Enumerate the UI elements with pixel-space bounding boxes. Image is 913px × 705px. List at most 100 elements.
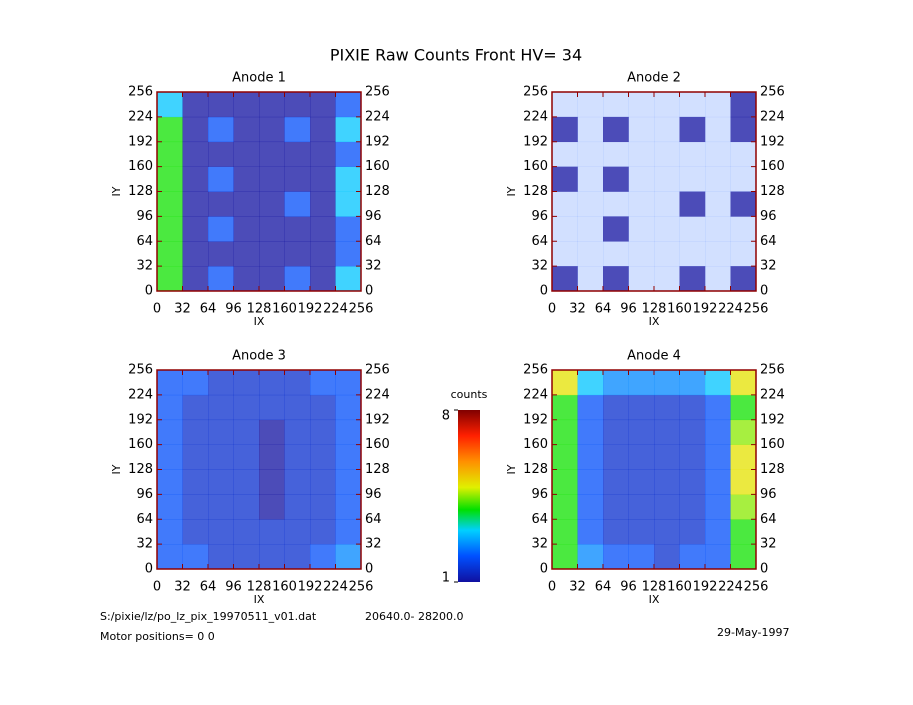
x-tick-label: 160 [667, 580, 692, 595]
heat-cell [208, 419, 234, 445]
heat-cell [310, 469, 336, 495]
x-tick-label: 256 [744, 580, 769, 595]
x-tick-label: 96 [620, 580, 637, 595]
panel-title: Anode 4 [627, 349, 681, 364]
heat-cell [182, 166, 209, 192]
heat-cell [157, 241, 183, 267]
heat-cell [730, 116, 757, 143]
heat-cell [259, 266, 285, 292]
heat-cell [654, 216, 680, 242]
heat-cell [284, 92, 311, 118]
date: 29-May-1997 [717, 626, 789, 639]
heat-cell [603, 166, 629, 192]
heat-cell [603, 544, 629, 570]
colorbar-tick-label: 8 [442, 409, 450, 424]
heat-cell [284, 444, 311, 470]
heat-cell [284, 370, 311, 396]
heat-cell [679, 191, 706, 217]
x-tick-label: 128 [642, 580, 667, 595]
heat-cell [233, 469, 260, 495]
heat-cell [628, 241, 655, 267]
heat-cell [654, 544, 680, 570]
y-tick-label: 0 [145, 562, 153, 577]
heat-cell [284, 544, 311, 570]
heat-cell [335, 544, 362, 570]
y-tick-label: 32 [531, 537, 548, 552]
heat-cell [679, 394, 706, 421]
heat-cell [233, 370, 260, 396]
heat-cell [730, 444, 757, 470]
heat-cell [603, 494, 629, 520]
y-tick-label-right: 192 [365, 412, 390, 427]
y-tick-label-right: 256 [365, 85, 390, 100]
heat-cell [259, 419, 285, 445]
heat-cell [310, 370, 336, 396]
y-tick-label: 64 [531, 512, 548, 527]
heat-cell [730, 394, 757, 421]
heat-cell [628, 191, 655, 217]
heat-cell [284, 266, 311, 292]
heat-cell [705, 544, 731, 570]
heat-cell [603, 394, 629, 421]
heat-cell [182, 141, 209, 167]
heat-cell [730, 266, 757, 292]
heat-cell [577, 544, 604, 570]
heat-cell [552, 141, 578, 167]
y-tick-label-right: 64 [365, 234, 382, 249]
heat-cell [157, 266, 183, 292]
y-tick-label: 224 [128, 387, 153, 402]
heat-cell [233, 266, 260, 292]
heat-cell [603, 266, 629, 292]
heat-cell [335, 494, 362, 520]
heat-cell [335, 469, 362, 495]
heat-cell [679, 141, 706, 167]
heat-cell [182, 419, 209, 445]
x-tick-label: 32 [569, 580, 586, 595]
x-tick-label: 128 [247, 302, 272, 317]
heat-cell [259, 216, 285, 242]
heat-cell [233, 141, 260, 167]
y-tick-label: 224 [128, 109, 153, 124]
x-tick-label: 160 [272, 580, 297, 595]
heat-cell [705, 166, 731, 192]
y-tick-label-right: 32 [760, 537, 777, 552]
heat-cell [259, 116, 285, 143]
heat-cell [628, 216, 655, 242]
y-tick-label-right: 96 [760, 209, 777, 224]
heat-cell [603, 469, 629, 495]
y-tick-label-right: 64 [365, 512, 382, 527]
heat-cell [157, 544, 183, 570]
y-tick-label: 192 [128, 134, 153, 149]
heat-cell [628, 469, 655, 495]
heat-cell [284, 469, 311, 495]
y-tick-label: 32 [136, 259, 153, 274]
heat-cell [603, 444, 629, 470]
heat-cell [552, 166, 578, 192]
heat-cell [335, 92, 362, 118]
heat-cell [335, 166, 362, 192]
x-tick-label: 0 [153, 580, 161, 595]
heat-cell [284, 519, 311, 545]
heat-cell [654, 519, 680, 545]
colorbar [458, 410, 480, 582]
heat-cell [157, 191, 183, 217]
heat-cell [335, 241, 362, 267]
y-tick-label: 32 [531, 259, 548, 274]
x-axis-label: IX [254, 315, 265, 328]
heat-cell [157, 92, 183, 118]
y-tick-label: 128 [128, 184, 153, 199]
heat-cell [679, 370, 706, 396]
heat-cell [259, 92, 285, 118]
y-tick-label: 64 [136, 234, 153, 249]
file-name: S:/pixie/lz/po_lz_pix_19970511_v01.dat [100, 610, 317, 623]
y-tick-label-right: 224 [760, 109, 785, 124]
y-tick-label-right: 256 [760, 85, 785, 100]
heat-cell [730, 191, 757, 217]
colorbar-tick-label: 1 [442, 571, 450, 586]
y-tick-label: 0 [540, 284, 548, 299]
heat-cell [335, 394, 362, 421]
heat-cell [628, 370, 655, 396]
y-tick-label: 256 [128, 363, 153, 378]
x-tick-label: 0 [153, 302, 161, 317]
heat-cell [577, 469, 604, 495]
